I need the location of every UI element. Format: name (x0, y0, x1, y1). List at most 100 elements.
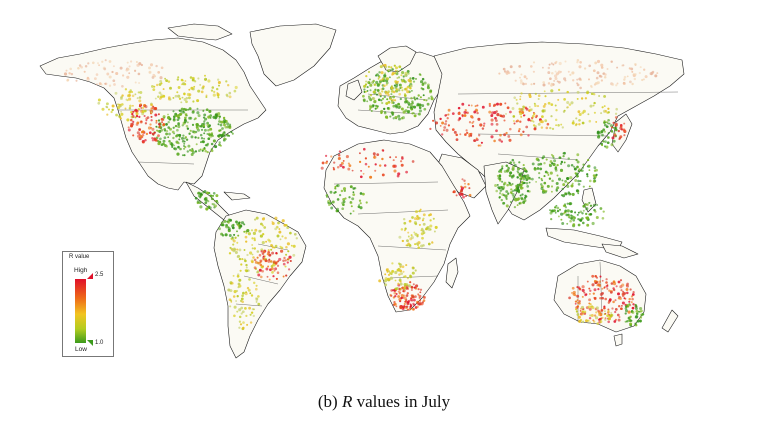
r-value-dot (132, 120, 135, 123)
r-value-dot (257, 302, 261, 306)
r-value-dot (544, 95, 547, 98)
r-value-dot (591, 306, 595, 310)
r-value-dot (229, 305, 232, 308)
r-value-dot (255, 297, 259, 300)
r-value-dot (618, 297, 622, 300)
r-value-dot (293, 232, 297, 236)
r-value-dot (393, 302, 397, 306)
r-value-dot (131, 94, 135, 98)
r-value-dot (177, 76, 180, 79)
r-value-dot (380, 109, 384, 114)
r-value-dot (255, 216, 259, 220)
r-value-dot (577, 286, 581, 289)
r-value-dot (349, 212, 352, 215)
r-value-dot (588, 298, 592, 302)
r-value-dot (342, 187, 347, 191)
r-value-dot (150, 111, 153, 114)
r-value-dot (532, 112, 536, 116)
r-value-dot (270, 267, 274, 271)
r-value-dot (138, 81, 141, 85)
r-value-dot (162, 94, 166, 98)
r-value-dot (395, 66, 398, 70)
legend-low-label: Low (75, 346, 87, 353)
r-value-dot (349, 185, 353, 189)
r-value-dot (579, 219, 583, 222)
r-value-dot (409, 298, 413, 302)
r-value-dot (500, 140, 503, 143)
r-value-dot (251, 260, 254, 264)
r-value-dot (411, 112, 414, 115)
r-value-dot (385, 77, 390, 81)
r-value-dot (574, 179, 578, 182)
r-value-dot (528, 181, 531, 184)
r-value-dot (75, 79, 78, 82)
r-value-dot (389, 276, 394, 280)
r-value-dot (410, 285, 414, 289)
r-value-dot (130, 111, 133, 114)
r-value-dot (595, 76, 599, 80)
r-value-dot (399, 97, 402, 101)
r-value-dot (444, 120, 448, 123)
r-value-dot (411, 101, 414, 105)
r-value-dot (586, 223, 590, 227)
r-value-dot (68, 72, 71, 75)
r-value-dot (605, 125, 609, 129)
r-value-dot (369, 175, 373, 179)
r-value-dot (584, 97, 588, 100)
r-value-dot (421, 83, 425, 86)
r-value-dot (282, 275, 285, 278)
r-value-dot (130, 60, 133, 63)
r-value-dot (532, 124, 536, 127)
r-value-dot (624, 312, 627, 315)
r-value-dot (271, 251, 275, 255)
r-value-dot (505, 169, 509, 173)
r-value-dot (392, 90, 396, 94)
r-value-dot (423, 99, 426, 101)
r-value-dot (179, 112, 183, 116)
r-value-dot (603, 130, 606, 133)
r-value-dot (596, 203, 599, 207)
r-value-dot (542, 83, 546, 87)
r-value-dot (400, 86, 403, 89)
r-value-dot (475, 137, 478, 140)
r-value-dot (592, 292, 595, 295)
r-value-dot (537, 122, 541, 126)
r-value-dot (411, 160, 415, 163)
r-value-dot (170, 143, 174, 147)
r-value-dot (598, 95, 601, 97)
r-value-dot (243, 249, 246, 251)
r-value-dot (357, 205, 361, 209)
r-value-dot (407, 308, 409, 311)
r-value-dot (65, 69, 68, 72)
r-value-dot (571, 71, 575, 75)
r-value-dot (106, 113, 109, 116)
r-value-dot (232, 295, 236, 298)
r-value-dot (208, 109, 212, 113)
r-value-dot (499, 133, 502, 137)
r-value-dot (395, 117, 398, 120)
r-value-dot (119, 97, 123, 101)
r-value-dot (157, 71, 161, 74)
r-value-dot (582, 185, 585, 188)
r-value-dot (376, 93, 378, 96)
r-value-dot (223, 123, 226, 127)
r-value-dot (419, 291, 422, 294)
r-value-dot (541, 109, 545, 113)
r-value-dot (589, 104, 593, 108)
r-value-dot (209, 206, 212, 210)
r-value-dot (404, 97, 408, 101)
r-value-dot (386, 278, 389, 281)
r-value-dot (419, 288, 423, 291)
r-value-dot (183, 93, 186, 96)
r-value-dot (171, 130, 175, 134)
r-value-dot (623, 134, 626, 137)
r-value-dot (176, 128, 179, 132)
r-value-dot (570, 217, 573, 220)
r-value-dot (214, 145, 218, 149)
r-value-dot (169, 86, 172, 90)
r-value-dot (139, 91, 143, 94)
r-value-dot (400, 68, 403, 71)
r-value-dot (320, 166, 324, 170)
r-value-dot (127, 128, 131, 132)
r-value-dot (507, 166, 510, 169)
